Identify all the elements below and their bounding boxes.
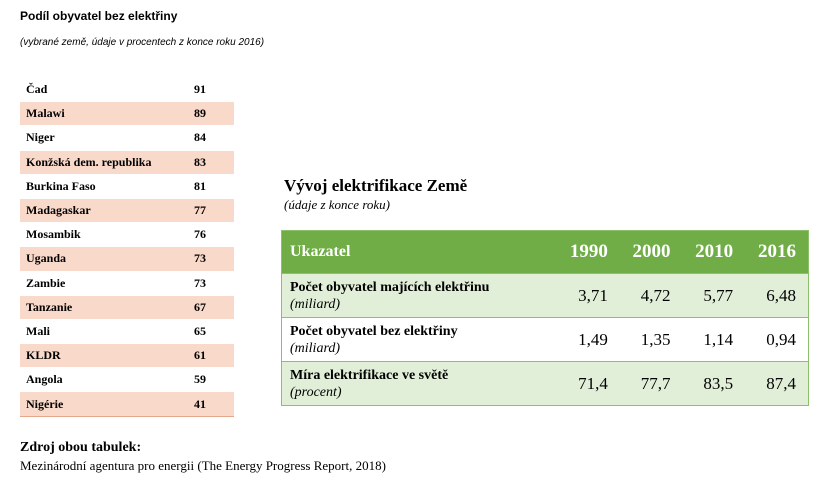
indicator-cell: Počet obyvatel majících elektřinu (miliar… xyxy=(281,273,558,318)
indicator-label: Míra elektrifikace ve světě xyxy=(290,367,449,383)
country-name: Konžská dem. republika xyxy=(20,150,194,175)
country-name: Nigérie xyxy=(20,391,194,417)
header-year: 2010 xyxy=(682,230,746,274)
country-name: Čad xyxy=(20,78,194,103)
value-cell: 77,7 xyxy=(619,361,683,406)
electrification-title: Vývoj elektrifikace Země xyxy=(284,176,468,195)
country-value: 83 xyxy=(194,150,234,175)
country-name: Malawi xyxy=(20,101,194,127)
indicator-unit: (miliard) xyxy=(290,296,341,312)
country-value: 65 xyxy=(194,319,234,345)
header-year: 2000 xyxy=(619,230,683,274)
country-value: 91 xyxy=(194,78,234,103)
indicator-cell: Počet obyvatel bez elektřiny (miliard) xyxy=(281,317,558,362)
indicator-label: Počet obyvatel bez elektřiny xyxy=(290,323,458,339)
value-cell: 4,72 xyxy=(619,273,683,318)
table-row: Nigérie 41 xyxy=(20,391,234,417)
table-row: Mali 65 xyxy=(20,319,234,345)
country-name: Burkina Faso xyxy=(20,174,194,199)
country-value: 73 xyxy=(194,271,234,296)
country-value: 59 xyxy=(194,367,234,393)
header-year: 2016 xyxy=(745,230,809,274)
table-row: Čad 91 xyxy=(20,78,234,103)
header-indicator: Ukazatel xyxy=(281,230,558,274)
electrification-header-row: Ukazatel 1990 2000 2010 2016 xyxy=(281,230,809,274)
table-row: Burkina Faso 81 xyxy=(20,174,234,199)
value-cell: 1,35 xyxy=(619,317,683,362)
value-cell: 87,4 xyxy=(745,361,809,406)
country-value: 67 xyxy=(194,295,234,320)
value-cell: 71,4 xyxy=(557,361,620,406)
country-value: 89 xyxy=(194,101,234,127)
country-name: KLDR xyxy=(20,343,194,369)
country-name: Mosambik xyxy=(20,222,194,248)
header-year: 1990 xyxy=(557,230,620,274)
country-name: Uganda xyxy=(20,246,194,272)
value-cell: 1,49 xyxy=(557,317,620,362)
value-cell: 0,94 xyxy=(745,317,809,362)
page-title: Podíl obyvatel bez elektřiny xyxy=(20,9,178,23)
source-text: Mezinárodní agentura pro energii (The En… xyxy=(20,458,386,473)
country-name: Angola xyxy=(20,367,194,393)
countries-table-body: Čad 91 Malawi 89 Niger 84 Konžská dem. republi… xyxy=(20,78,234,417)
table-row: Malawi 89 xyxy=(20,101,234,127)
country-name: Mali xyxy=(20,319,194,345)
value-cell: 3,71 xyxy=(557,273,620,318)
value-cell: 1,14 xyxy=(682,317,746,362)
table-row: Míra elektrifikace ve světě (procent) 71,4… xyxy=(281,361,809,406)
indicator-unit: (procent) xyxy=(290,384,342,400)
table-row: Počet obyvatel bez elektřiny (miliard) 1,4… xyxy=(281,317,809,362)
value-cell: 6,48 xyxy=(745,273,809,318)
indicator-cell: Míra elektrifikace ve světě (procent) xyxy=(281,361,558,406)
page-subtitle: (vybrané země, údaje v procentech z konc… xyxy=(20,37,265,48)
value-cell: 5,77 xyxy=(682,273,746,318)
country-value: 73 xyxy=(194,246,234,272)
table-row: Konžská dem. republika 83 xyxy=(20,150,234,175)
country-value: 84 xyxy=(194,125,234,151)
table-row: Angola 59 xyxy=(20,367,234,393)
table-row: KLDR 61 xyxy=(20,343,234,369)
table-row: Zambie 73 xyxy=(20,271,234,296)
country-value: 77 xyxy=(194,198,234,224)
indicator-unit: (miliard) xyxy=(290,340,341,356)
country-name: Niger xyxy=(20,125,194,151)
electrification-table-body: Počet obyvatel majících elektřinu (miliar… xyxy=(281,273,809,406)
table-row: Tanzanie 67 xyxy=(20,295,234,320)
countries-table: Čad 91 Malawi 89 Niger 84 Konžská dem. republi… xyxy=(20,78,234,417)
table-row: Mosambik 76 xyxy=(20,222,234,248)
country-value: 76 xyxy=(194,222,234,248)
country-value: 41 xyxy=(194,391,234,417)
country-value: 61 xyxy=(194,343,234,369)
table-row: Niger 84 xyxy=(20,125,234,151)
value-cell: 83,5 xyxy=(682,361,746,406)
table-row: Madagaskar 77 xyxy=(20,198,234,224)
country-value: 81 xyxy=(194,174,234,199)
table-row: Počet obyvatel majících elektřinu (miliar… xyxy=(281,273,809,318)
source-label: Zdroj obou tabulek: xyxy=(20,440,142,455)
country-name: Madagaskar xyxy=(20,198,194,224)
country-name: Zambie xyxy=(20,271,194,296)
electrification-table: Ukazatel 1990 2000 2010 2016 Počet obyva… xyxy=(281,230,809,406)
country-name: Tanzanie xyxy=(20,295,194,320)
electrification-subtitle: (údaje z konce roku) xyxy=(284,197,391,212)
table-row: Uganda 73 xyxy=(20,246,234,272)
indicator-label: Počet obyvatel majících elektřinu xyxy=(290,279,490,295)
